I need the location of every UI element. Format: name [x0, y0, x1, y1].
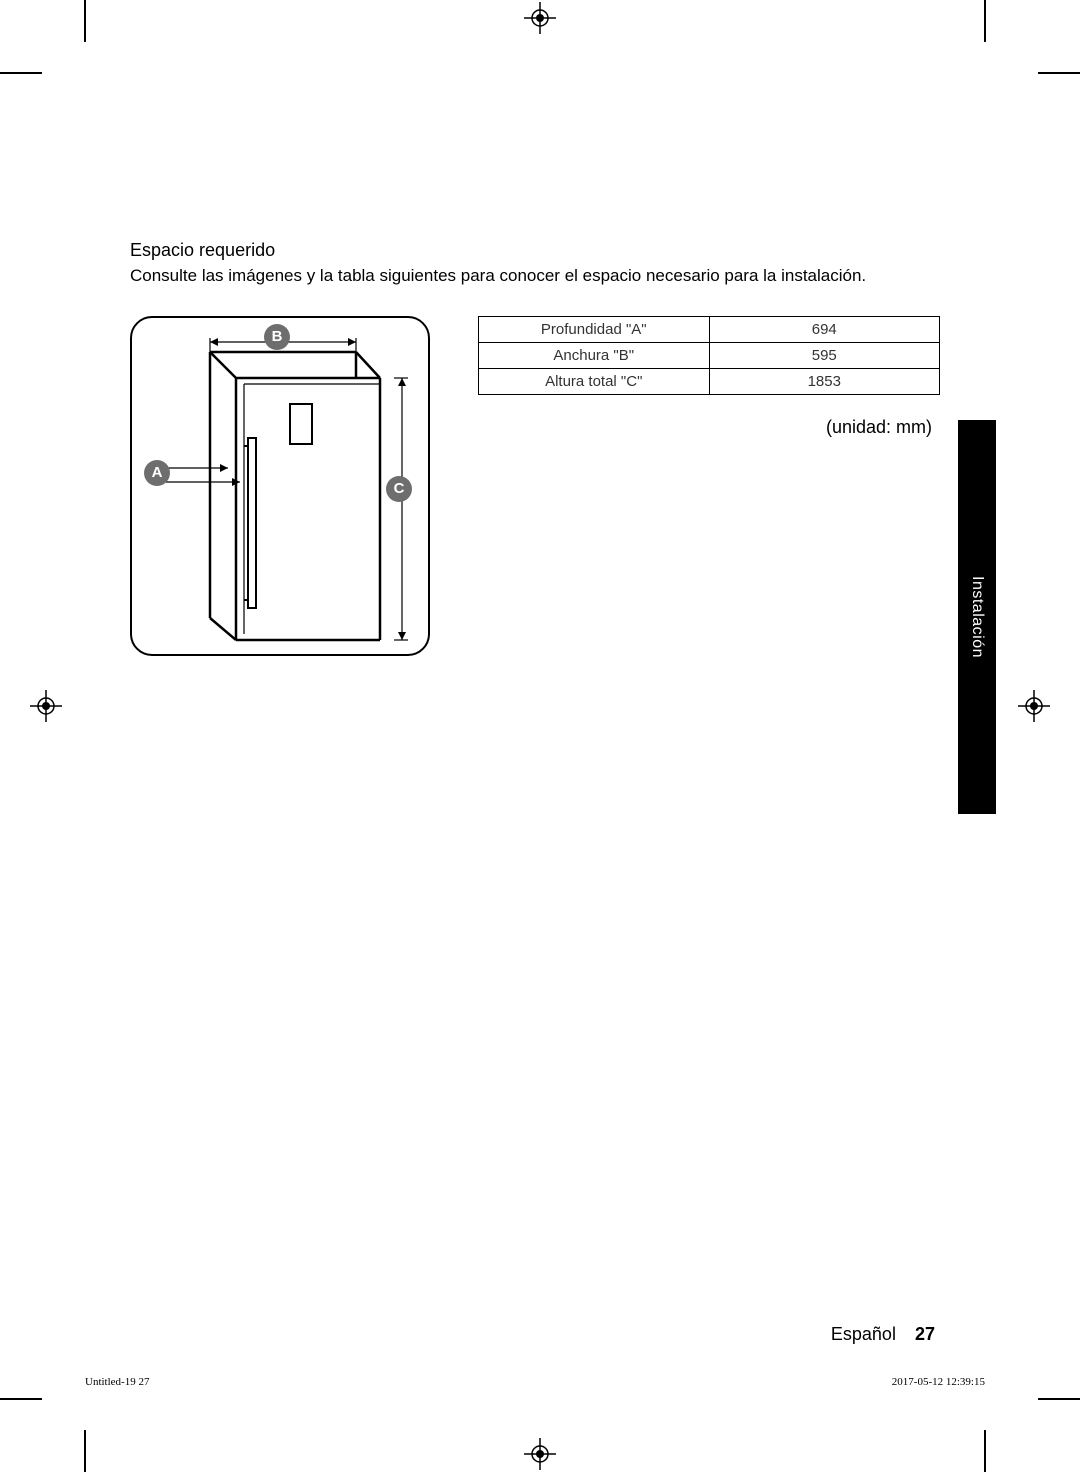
table-row: Anchura "B" 595	[479, 342, 940, 368]
print-meta-footer: Untitled-19 27 2017-05-12 12:39:15	[85, 1376, 985, 1388]
diagram-label-c: C	[386, 476, 412, 502]
table-row: Altura total "C" 1853	[479, 368, 940, 394]
dim-value-cell: 1853	[709, 368, 940, 394]
dimensions-table-wrap: Profundidad "A" 694 Anchura "B" 595 Altu…	[478, 316, 940, 438]
registration-mark-icon	[1018, 690, 1050, 722]
footer-page-number: 27	[915, 1324, 935, 1344]
dim-label-cell: Profundidad "A"	[479, 316, 710, 342]
crop-mark	[1038, 1398, 1080, 1400]
footer-language: Español	[831, 1324, 896, 1344]
unit-note: (unidad: mm)	[478, 417, 940, 438]
page-body: Espacio requerido Consulte las imágenes …	[85, 15, 985, 1345]
diagram-and-table: B A C Profundidad "A" 694 Anchura "B" 59…	[130, 316, 940, 656]
dim-label-cell: Altura total "C"	[479, 368, 710, 394]
dim-value-cell: 694	[709, 316, 940, 342]
registration-mark-icon	[524, 1438, 556, 1470]
dim-value-cell: 595	[709, 342, 940, 368]
print-meta-right: 2017-05-12 12:39:15	[892, 1376, 985, 1388]
crop-mark	[0, 1398, 42, 1400]
section-heading: Espacio requerido	[130, 240, 940, 261]
crop-mark	[1038, 72, 1080, 74]
registration-mark-icon	[30, 690, 62, 722]
print-meta-left: Untitled-19 27	[85, 1376, 149, 1388]
crop-mark	[984, 1430, 986, 1472]
fridge-diagram: B A C	[130, 316, 430, 656]
table-row: Profundidad "A" 694	[479, 316, 940, 342]
section-body: Consulte las imágenes y la tabla siguien…	[130, 265, 940, 288]
section-side-tab: Instalación	[958, 420, 996, 814]
page-footer: Español 27	[85, 1324, 985, 1345]
crop-mark	[84, 1430, 86, 1472]
page-content: Espacio requerido Consulte las imágenes …	[130, 240, 940, 656]
dimensions-table: Profundidad "A" 694 Anchura "B" 595 Altu…	[478, 316, 940, 395]
diagram-label-b: B	[264, 324, 290, 350]
crop-mark	[0, 72, 42, 74]
dim-label-cell: Anchura "B"	[479, 342, 710, 368]
diagram-label-a: A	[144, 460, 170, 486]
